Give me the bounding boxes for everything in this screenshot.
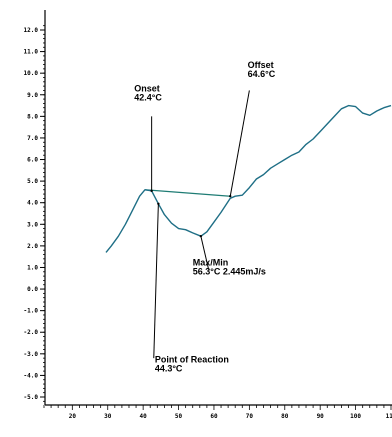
annotation-line [153, 203, 159, 359]
y-tick-label: 1.0 [27, 264, 38, 271]
x-tick-label: 100 [350, 413, 361, 420]
annotation-label: 44.3°C [155, 363, 183, 373]
annotation-line [229, 90, 250, 197]
x-tick-label: 60 [210, 413, 218, 420]
x-tick-label: 40 [140, 413, 148, 420]
x-tick-label: 70 [246, 413, 254, 420]
x-tick-label: 90 [317, 413, 325, 420]
annotation-line [200, 236, 210, 270]
annotation-point [157, 202, 160, 205]
y-tick-label: -1.0 [24, 308, 39, 315]
baseline-line [144, 189, 231, 197]
y-tick-label: -4.0 [24, 372, 39, 379]
y-tick-label: -2.0 [24, 329, 39, 336]
y-tick-label: 11.0 [24, 49, 39, 56]
annotation-point [199, 234, 203, 238]
x-tick-label: 30 [104, 413, 112, 420]
y-tick-label: 6.0 [27, 157, 38, 164]
y-tick-label: 7.0 [27, 135, 38, 142]
y-tick-label: 8.0 [27, 113, 38, 120]
annotation-point [229, 195, 232, 198]
y-tick-label: 12.0 [24, 27, 39, 34]
heat-flow-curve [105, 104, 392, 253]
annotation-label: Point of Reaction [155, 354, 229, 364]
x-tick-label: 110 [386, 413, 392, 420]
y-tick-label: 2.0 [27, 243, 38, 250]
annotation-label: 42.4°C [134, 93, 162, 103]
annotation-label: 56.3°C 2.445mJ/s [193, 266, 266, 276]
y-tick-label: 9.0 [27, 92, 38, 99]
x-tick-label: 20 [69, 413, 77, 420]
annotation-label: Onset [134, 84, 160, 94]
x-tick-label: 80 [281, 413, 289, 420]
y-tick-label: 3.0 [27, 221, 38, 228]
annotation-point [150, 189, 153, 193]
annotation-label: Max/Min [193, 257, 229, 267]
y-tick-label: -3.0 [24, 351, 39, 358]
y-tick-label: 5.0 [27, 178, 38, 185]
annotation-label: Offset [248, 60, 274, 70]
x-tick-label: 50 [175, 413, 183, 420]
annotation-label: 64.6°C [248, 69, 276, 79]
y-tick-label: 0.0 [27, 286, 38, 293]
y-tick-label: -5.0 [24, 394, 39, 401]
y-tick-label: 4.0 [27, 200, 38, 207]
y-tick-label: 10.0 [24, 70, 39, 77]
